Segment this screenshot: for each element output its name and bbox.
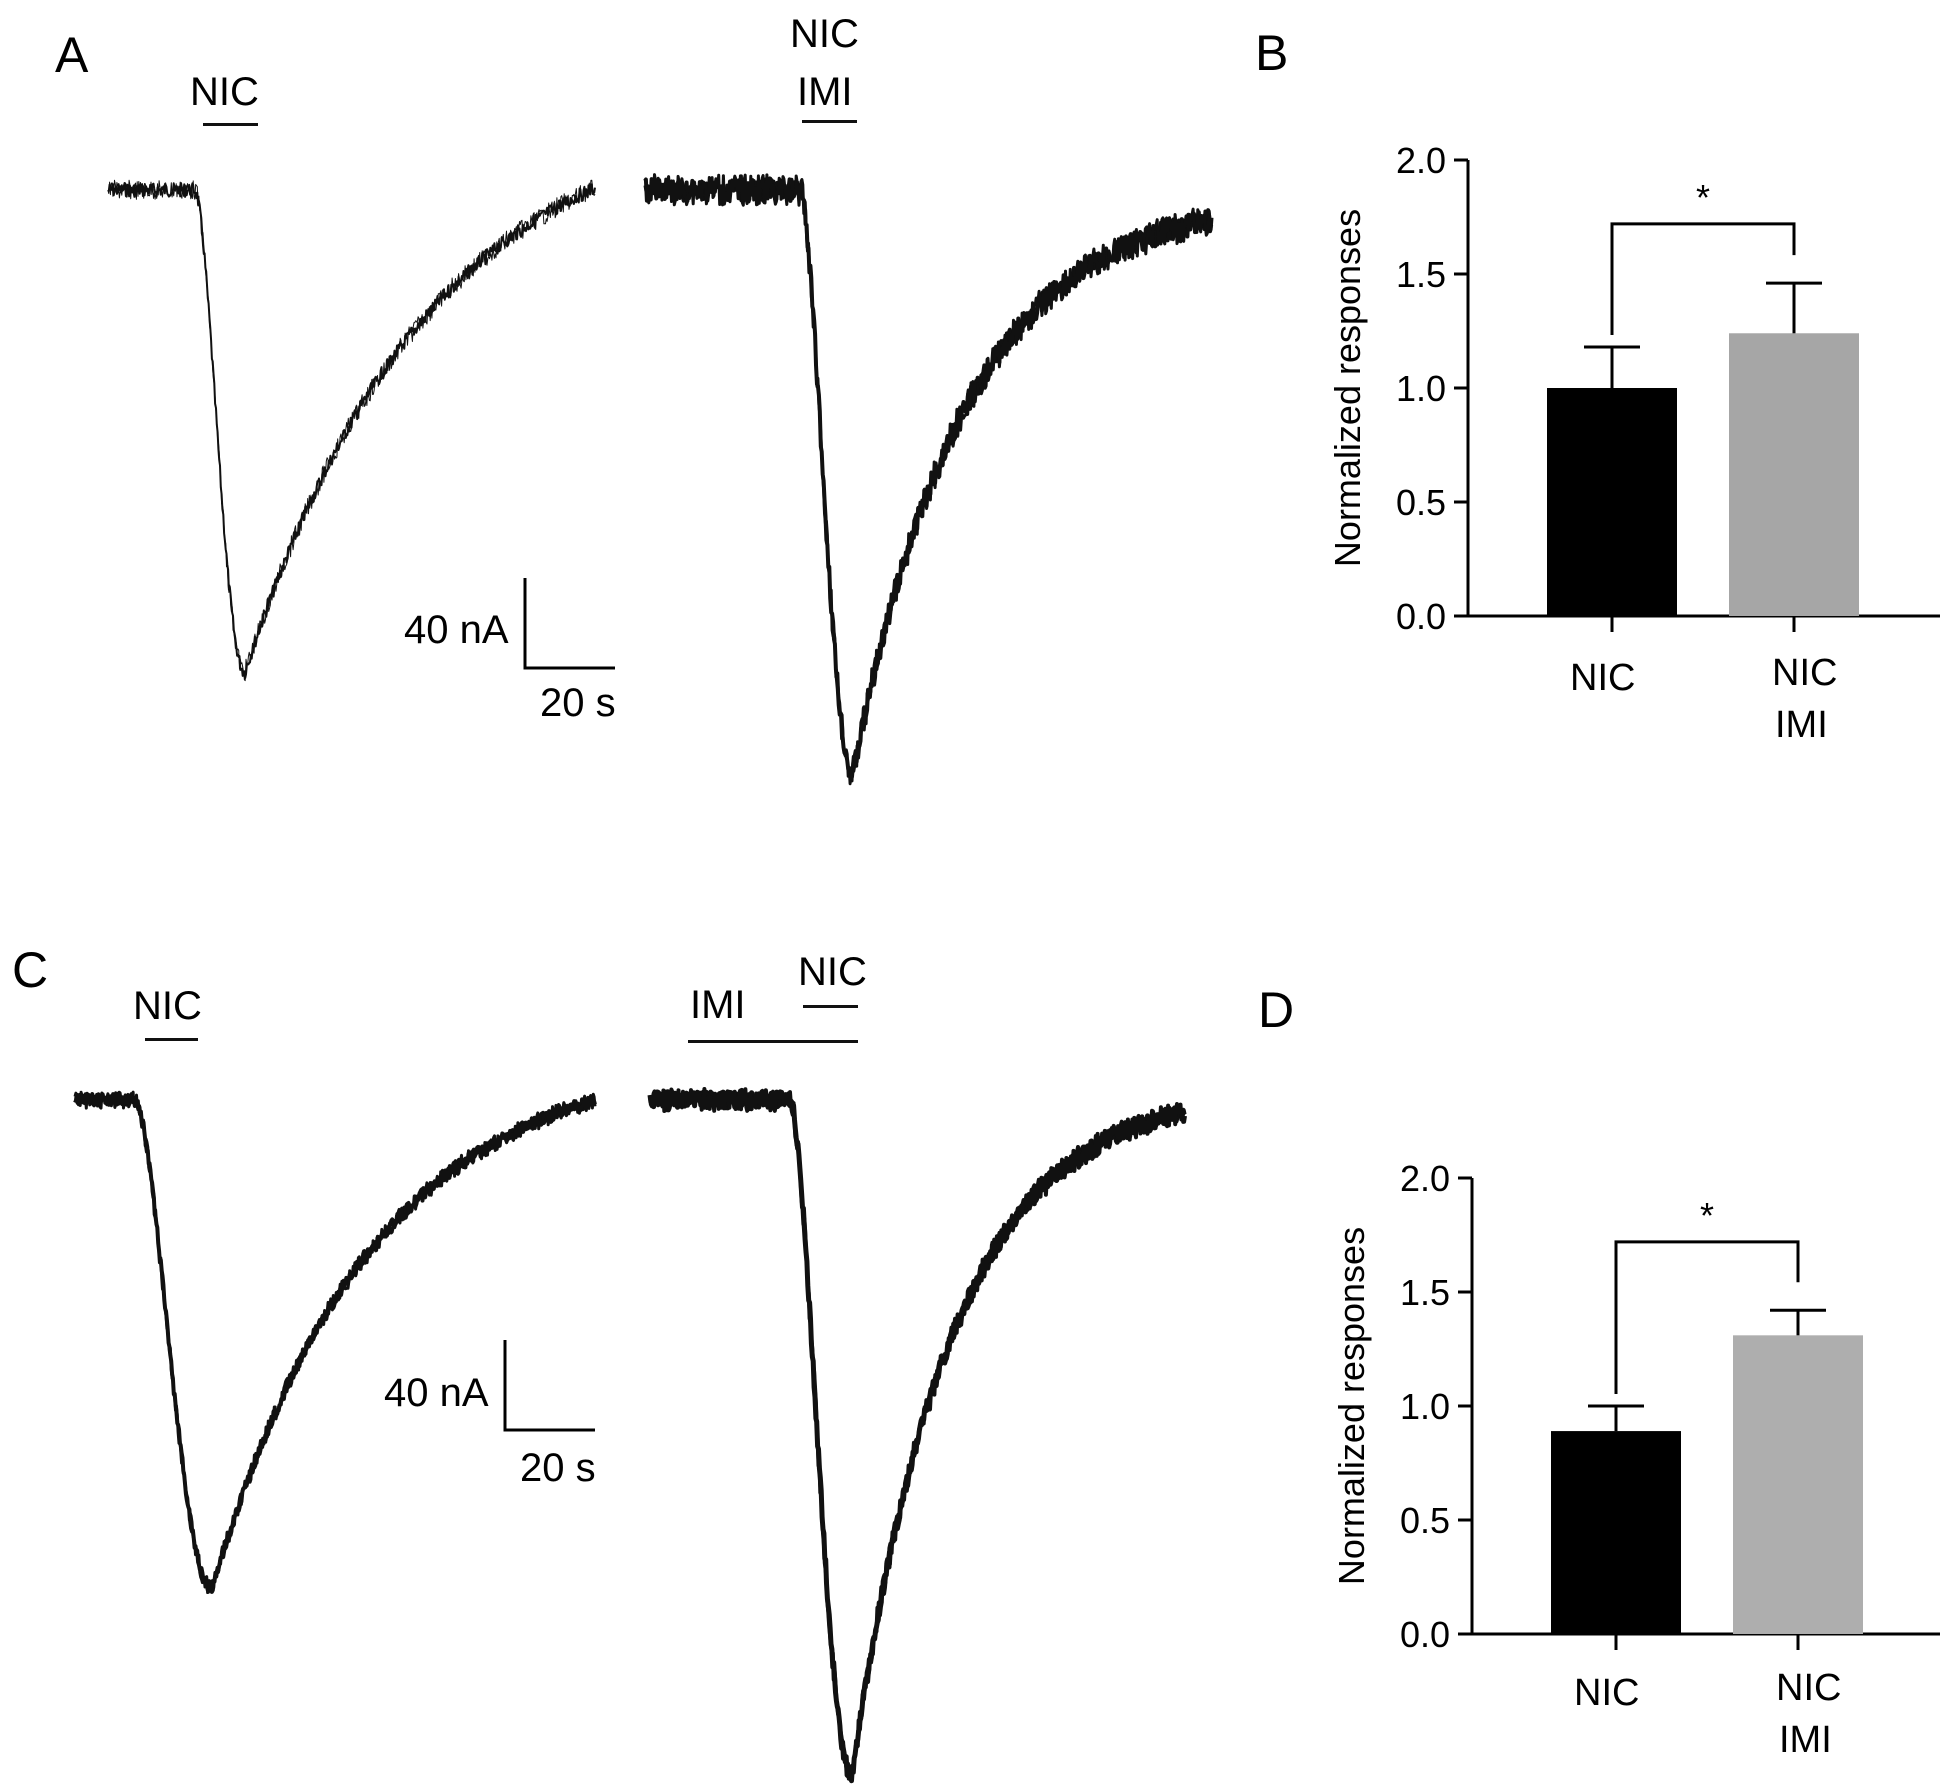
c-right-nic-label: NIC xyxy=(798,950,867,994)
trace-a-nic xyxy=(107,179,596,682)
a-left-drug-label: NIC xyxy=(190,70,259,114)
c-scalebar-time-label: 20 s xyxy=(520,1446,596,1490)
c-scalebar-current-label: 40 nA xyxy=(384,1371,489,1415)
trace-a-nic-imi xyxy=(643,173,1214,786)
y-tick-label: 0.0 xyxy=(1396,596,1446,637)
c-right-imi-application-bar xyxy=(688,1040,858,1043)
chart-b: 0.0 0.5 1.0 1.5 2.0 Normalized responses * xyxy=(1327,140,1940,637)
y-tick-label: 1.0 xyxy=(1396,368,1446,409)
c-left-drug-label: NIC xyxy=(133,984,202,1028)
significance-bracket xyxy=(1610,222,1796,335)
b-category-label-nic-imi-2: IMI xyxy=(1775,704,1828,746)
y-axis-label: Normalized responses xyxy=(1331,1227,1372,1585)
b-category-label-nic-imi-1: NIC xyxy=(1772,652,1838,694)
y-tick-label: 0.0 xyxy=(1400,1614,1450,1655)
a-scalebar-current-label: 40 nA xyxy=(404,608,509,652)
a-right-drug-label-2: IMI xyxy=(797,70,853,114)
panel-label-c: C xyxy=(12,942,49,998)
y-tick-label: 2.0 xyxy=(1400,1158,1450,1199)
a-right-drug-label-1: NIC xyxy=(790,12,859,56)
c-right-nic-application-bar xyxy=(803,1005,858,1008)
y-tick-label: 1.0 xyxy=(1400,1386,1450,1427)
c-right-imi-label: IMI xyxy=(690,983,746,1027)
panel-label-a: A xyxy=(55,27,89,83)
d-category-label-nic-imi-1: NIC xyxy=(1776,1667,1842,1709)
bar-nic-imi xyxy=(1733,1335,1863,1634)
a-scalebar xyxy=(523,578,615,670)
y-tick-label: 0.5 xyxy=(1396,482,1446,523)
d-category-label-nic-imi-2: IMI xyxy=(1779,1719,1832,1761)
b-category-label-nic: NIC xyxy=(1570,657,1636,699)
chart-d: 0.0 0.5 1.0 1.5 2.0 Normalized responses * xyxy=(1331,1158,1940,1655)
bar-nic-imi xyxy=(1729,333,1859,616)
trace-c-imi-nic xyxy=(647,1087,1187,1784)
y-tick-label: 1.5 xyxy=(1400,1272,1450,1313)
panel-label-d: D xyxy=(1258,982,1295,1038)
a-right-application-bar xyxy=(802,120,857,123)
significance-star: * xyxy=(1700,1195,1714,1236)
significance-bracket xyxy=(1614,1240,1800,1394)
y-axis-label: Normalized responses xyxy=(1327,209,1368,567)
panel-label-b: B xyxy=(1255,25,1289,81)
y-tick-label: 2.0 xyxy=(1396,140,1446,181)
bar-nic xyxy=(1551,1431,1681,1634)
bar-nic xyxy=(1547,388,1677,616)
trace-c-nic xyxy=(73,1090,597,1594)
y-tick-label: 1.5 xyxy=(1396,254,1446,295)
d-category-label-nic: NIC xyxy=(1574,1672,1640,1714)
c-left-application-bar xyxy=(145,1038,198,1041)
c-scalebar xyxy=(503,1340,595,1432)
significance-star: * xyxy=(1696,177,1710,218)
a-scalebar-time-label: 20 s xyxy=(540,681,616,725)
y-tick-label: 0.5 xyxy=(1400,1500,1450,1541)
a-left-application-bar xyxy=(203,123,258,126)
